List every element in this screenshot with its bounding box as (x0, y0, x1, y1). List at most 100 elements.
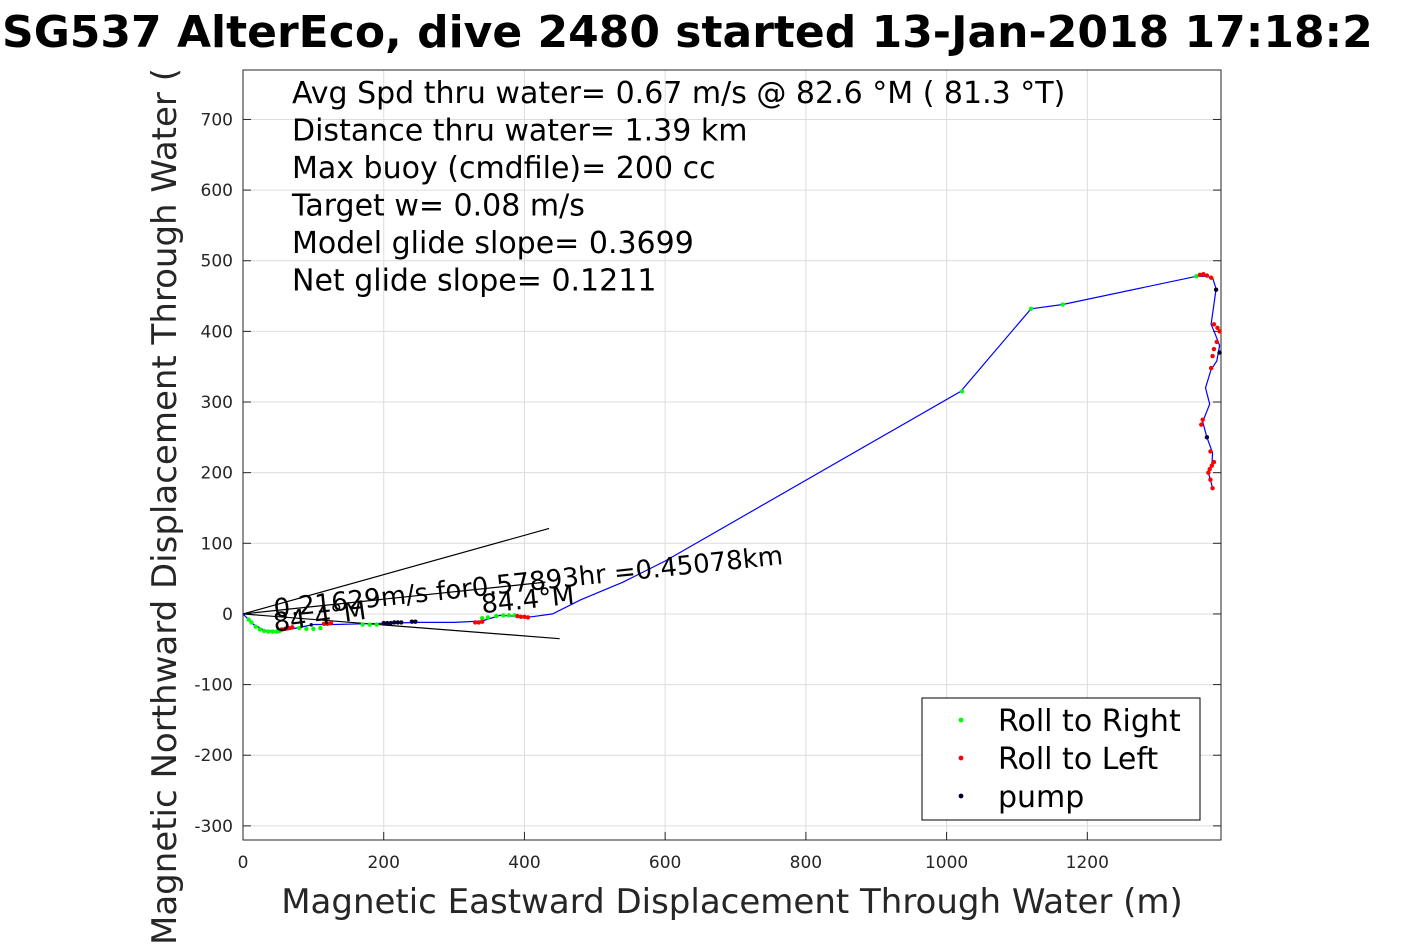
axis-ticks: 0 200 400 600 800 1000 1200 -300 -200 -100 0 100 200… (194, 110, 1221, 873)
data-point (270, 629, 275, 634)
data-point (246, 617, 251, 622)
data-point (328, 620, 334, 626)
data-point (1201, 271, 1206, 277)
data-point (1210, 486, 1215, 491)
data-point (494, 613, 499, 619)
y-tick-label: 500 (201, 252, 233, 272)
grid (242, 70, 1221, 840)
data-point (1204, 273, 1210, 278)
stats-line: Max buoy (cmdfile)= 200 cc (292, 151, 716, 186)
stats-line: Distance thru water= 1.39 km (292, 114, 747, 149)
data-point (1215, 325, 1220, 331)
data-point (1208, 365, 1214, 371)
data-point (325, 621, 330, 627)
scatter-points (246, 271, 1222, 634)
data-point (253, 624, 258, 629)
data-point (360, 622, 365, 627)
legend-marker (958, 717, 964, 723)
data-point (395, 620, 400, 625)
data-point (522, 614, 527, 619)
data-point (1209, 463, 1215, 468)
data-point (290, 625, 295, 630)
stats-line: Net glide slope= 0.1211 (292, 264, 656, 299)
x-tick-label: 800 (790, 853, 822, 873)
data-point (1197, 272, 1203, 278)
data-point (1211, 322, 1217, 327)
legend-marker (958, 755, 964, 761)
data-point (392, 620, 397, 625)
data-point (1208, 477, 1213, 482)
data-point (1208, 449, 1213, 454)
chart-title: SG537 AlterEco, dive 2480 started 13-Jan… (2, 7, 1373, 58)
data-point (1028, 306, 1034, 311)
data-point (311, 626, 316, 631)
y-tick-label: 300 (201, 393, 233, 413)
data-point (266, 629, 271, 634)
y-tick-label: 400 (201, 322, 233, 342)
data-point (501, 613, 506, 618)
data-point (1214, 339, 1219, 345)
data-point (1194, 274, 1199, 279)
legend-label: Roll to Left (998, 742, 1158, 777)
data-point (1217, 350, 1222, 355)
data-point (399, 620, 404, 625)
data-point (279, 627, 284, 632)
data-point (476, 620, 481, 625)
data-point (1213, 287, 1219, 292)
stats-line: Target w= 0.08 m/s (291, 189, 585, 224)
data-point (1211, 459, 1217, 465)
data-point (506, 613, 512, 618)
x-tick-label: 400 (508, 853, 540, 873)
x-tick-label: 1200 (1066, 853, 1109, 873)
y-tick-label: 100 (201, 534, 233, 554)
data-point (249, 620, 254, 625)
data-point (413, 619, 418, 624)
y-tick-label: -200 (194, 746, 233, 766)
y-axis-label: Magnetic Northward Displacement Through … (145, 68, 185, 945)
y-tick-label: 0 (222, 605, 233, 625)
data-point (1060, 302, 1065, 307)
data-point (297, 625, 302, 631)
data-point (261, 628, 267, 634)
data-point (525, 615, 531, 620)
data-point (409, 619, 415, 624)
data-point (1208, 275, 1214, 280)
y-tick-label: 700 (201, 110, 233, 130)
stats-line: Avg Spd thru water= 0.67 m/s @ 82.6 °M (… (292, 76, 1065, 111)
x-tick-label: 200 (367, 853, 399, 873)
data-point (283, 626, 288, 631)
x-tick-label: 600 (649, 853, 681, 873)
data-point (318, 625, 323, 631)
reference-line (242, 581, 546, 615)
legend-label: pump (998, 780, 1084, 815)
data-point (1206, 470, 1211, 475)
data-point (374, 622, 379, 627)
legend-label: Roll to Right (998, 704, 1181, 739)
data-point (1210, 353, 1215, 359)
data-point (1211, 346, 1217, 352)
stats-line: Model glide slope= 0.3699 (292, 226, 694, 261)
y-tick-label: -100 (194, 676, 233, 696)
reference-line (242, 613, 560, 640)
data-point (304, 626, 309, 631)
track-layer (242, 275, 1221, 633)
data-point (1200, 417, 1205, 422)
plot-frame (242, 69, 1222, 841)
track-line (242, 275, 1221, 633)
data-point (367, 622, 372, 627)
data-point (257, 627, 263, 632)
y-tick-label: 200 (201, 464, 233, 484)
data-point (515, 613, 520, 619)
x-tick-label: 1000 (925, 853, 968, 873)
data-point (388, 620, 393, 626)
data-point (385, 620, 390, 626)
y-tick-label: -300 (194, 817, 233, 837)
data-point (1204, 435, 1210, 440)
data-point (321, 621, 327, 627)
x-axis-label: Magnetic Eastward Displacement Through W… (281, 882, 1183, 922)
data-point (1207, 466, 1212, 472)
data-point (286, 625, 291, 631)
y-tick-label: 600 (201, 181, 233, 201)
